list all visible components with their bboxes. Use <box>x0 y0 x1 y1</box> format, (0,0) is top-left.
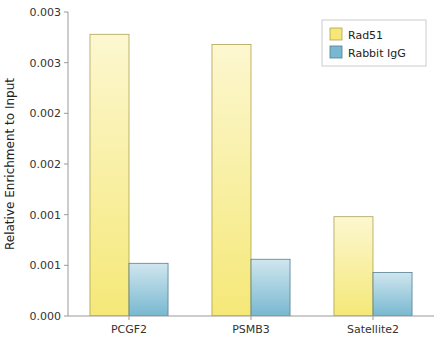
x-tick-label: Satellite2 <box>347 323 399 336</box>
y-tick-label: 0.003 <box>30 6 62 19</box>
y-tick-label: 0.001 <box>30 259 62 272</box>
y-tick-label: 0.002 <box>30 107 62 120</box>
x-tick-label: PCGF2 <box>111 323 147 336</box>
y-tick-label: 0.000 <box>30 310 62 323</box>
y-tick <box>64 265 68 266</box>
y-axis-label: Relative Enrichment to Input <box>3 78 17 250</box>
y-tick <box>64 164 68 165</box>
y-axis: 0.000 0.001 0.001 0.002 0.002 0.003 0.003 <box>30 6 69 323</box>
bar <box>334 217 373 316</box>
legend-label: Rad51 <box>348 29 383 42</box>
y-tick <box>64 12 68 13</box>
x-tick <box>251 316 252 320</box>
legend: Rad51 Rabbit IgG <box>322 20 426 66</box>
x-tick <box>129 316 130 320</box>
y-tick <box>64 214 68 215</box>
x-tick <box>373 316 374 320</box>
bar <box>212 44 251 316</box>
legend-swatch <box>330 28 342 40</box>
bar <box>373 272 412 316</box>
legend-frame <box>322 20 426 66</box>
y-tick <box>64 113 68 114</box>
bar <box>90 34 129 316</box>
y-tick-label: 0.002 <box>30 158 62 171</box>
legend-swatch <box>330 46 342 58</box>
bar <box>129 263 168 316</box>
chart: 0.000 0.001 0.001 0.002 0.002 0.003 0.003 Relat… <box>0 0 446 350</box>
y-tick-label: 0.003 <box>30 57 62 70</box>
x-tick-label: PSMB3 <box>232 323 270 336</box>
bar <box>251 259 290 316</box>
y-tick-label: 0.001 <box>30 209 62 222</box>
y-tick <box>64 316 68 317</box>
legend-label: Rabbit IgG <box>348 47 406 60</box>
bars <box>90 34 412 316</box>
x-axis: PCGF2 PSMB3 Satellite2 <box>111 316 399 336</box>
y-tick <box>64 62 68 63</box>
y-axis-line <box>68 12 69 316</box>
